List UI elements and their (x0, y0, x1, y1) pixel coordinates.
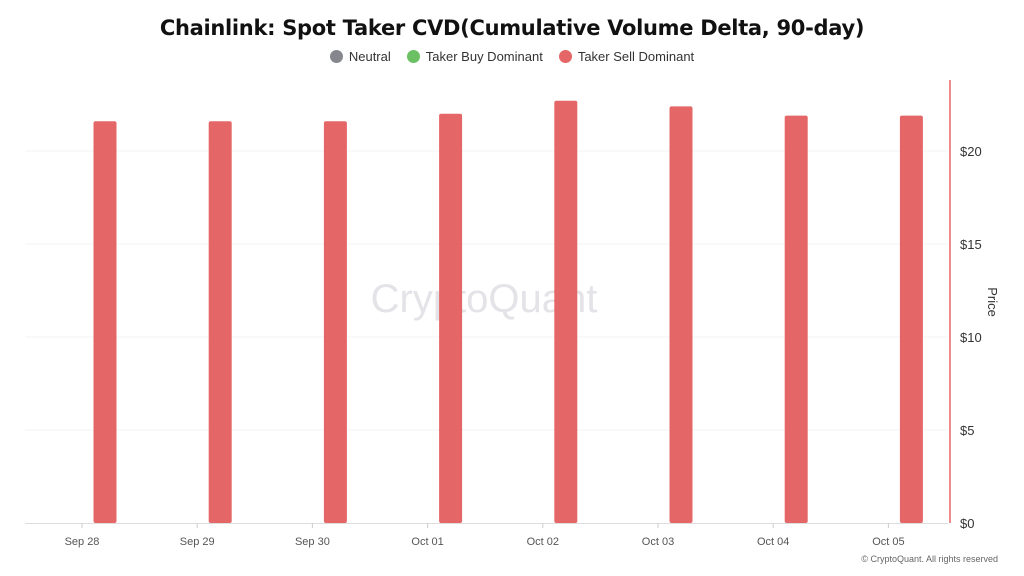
legend-label: Neutral (348, 49, 391, 64)
bar (208, 121, 232, 524)
bar (669, 106, 693, 524)
x-tick-label: Oct 05 (872, 536, 904, 548)
y-tick-label: $10 (960, 330, 982, 345)
x-tick-label: Sep 28 (65, 536, 100, 548)
y-axis-title: Price (985, 287, 1000, 317)
x-tick-label: Oct 01 (411, 536, 443, 548)
bar (554, 100, 578, 523)
x-tick-label: Oct 02 (527, 536, 559, 548)
y-tick-label: $15 (960, 237, 982, 252)
legend-item-buy[interactable]: Taker Buy Dominant (406, 49, 543, 64)
legend-label: Taker Sell Dominant (577, 49, 695, 64)
bar (323, 121, 347, 524)
x-tick-label: Sep 29 (180, 536, 215, 548)
x-tick-label: Oct 03 (642, 536, 674, 548)
legend: Neutral Taker Buy Dominant Taker Sell Do… (0, 49, 1024, 64)
y-tick-label: $5 (960, 423, 974, 438)
x-tick-label: Sep 30 (295, 536, 330, 548)
bar (899, 115, 923, 523)
legend-label: Taker Buy Dominant (425, 49, 543, 64)
bar (439, 113, 463, 524)
bar (784, 115, 808, 523)
chart-title: Chainlink: Spot Taker CVD(Cumulative Vol… (159, 16, 865, 40)
legend-item-sell[interactable]: Taker Sell Dominant (558, 49, 695, 64)
legend-item-neutral[interactable]: Neutral (329, 49, 391, 64)
bar (93, 121, 117, 524)
legend-dot-icon (558, 50, 572, 63)
x-tick-label: Oct 04 (757, 536, 789, 548)
y-tick-label: $20 (960, 144, 982, 159)
copyright: © CryptoQuant. All rights reserved (861, 554, 998, 564)
legend-dot-icon (406, 50, 420, 63)
legend-dot-icon (329, 50, 343, 63)
y-tick-label: $0 (960, 516, 974, 531)
